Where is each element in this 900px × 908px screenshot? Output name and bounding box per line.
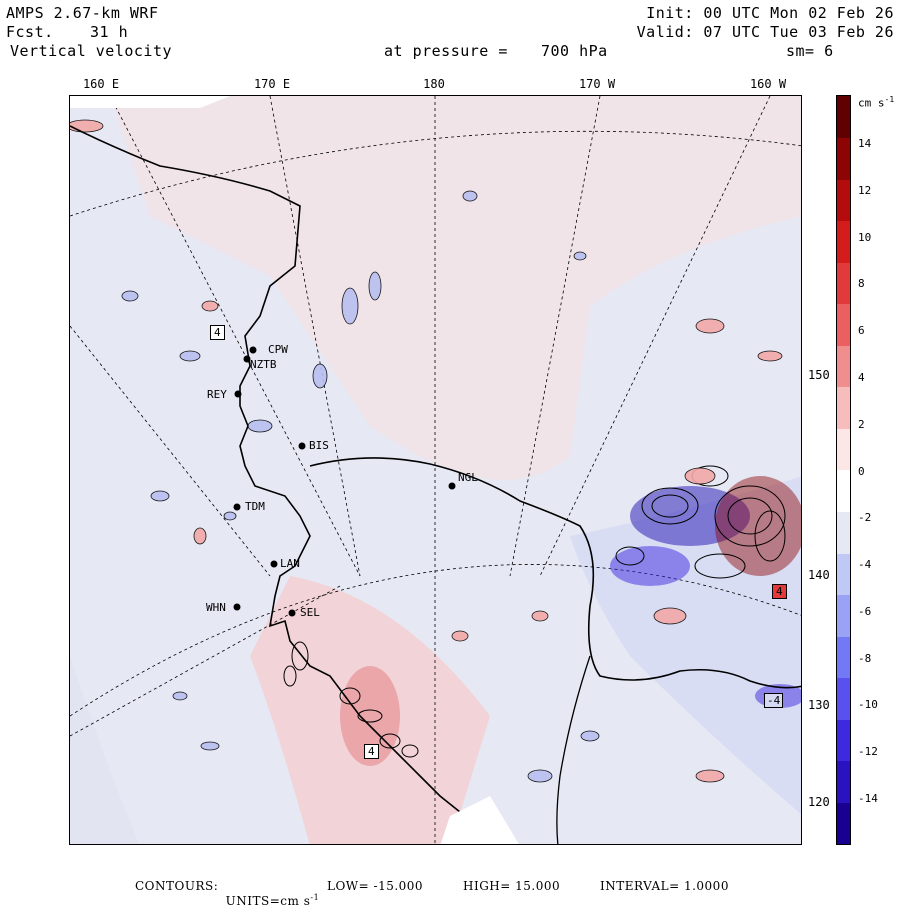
station-markers	[233, 346, 456, 617]
station-label-nztb: NZTB	[250, 358, 277, 371]
station-dot-sel	[288, 609, 296, 617]
pressure-label: at pressure =	[384, 42, 508, 60]
colorbar-segment	[837, 511, 850, 554]
colorbar-segment	[837, 553, 850, 596]
station-dot-whn	[233, 603, 241, 611]
parallel-2	[70, 564, 801, 717]
colorbar-tick-label: -10	[858, 698, 878, 712]
colorbar-tick-label: 14	[858, 137, 872, 150]
colorbar-tick-label: -6	[858, 604, 872, 618]
station-label-ngl: NGL	[458, 471, 478, 484]
colorbar	[836, 95, 851, 845]
station-dot-ngl	[448, 482, 456, 490]
positive-blobs	[70, 119, 783, 783]
forecast-hours: 31 h	[90, 23, 129, 41]
colorbar-segment	[837, 428, 850, 471]
colorbar-tick-label: 0	[858, 464, 865, 478]
station-label-tdm: TDM	[245, 500, 265, 513]
colorbar-tick-label: 6	[858, 324, 865, 338]
colorbar-segment	[837, 220, 850, 263]
forecast-label: Fcst.	[6, 23, 54, 41]
parallel-1	[70, 130, 801, 217]
footer-high: HIGH= 15.000	[463, 879, 561, 893]
footer-interval: INTERVAL= 1.0000	[600, 879, 729, 893]
coastline-west	[70, 125, 500, 844]
colorbar-tick-label: -8	[858, 651, 872, 665]
footer-contours-label: CONTOURS:	[135, 879, 219, 893]
colorbar-segment	[837, 636, 850, 679]
map-panel[interactable]: CPW NZTB REY BIS NGL TDM LAN WHN SEL 4 4…	[69, 95, 802, 845]
colorbar-tick-label: 12	[858, 183, 872, 197]
colorbar-tick-label: -4	[858, 558, 872, 572]
contour-label-box: 4	[210, 325, 225, 340]
station-label-sel: SEL	[300, 606, 320, 619]
valid-time: Valid: 07 UTC Tue 03 Feb 26	[636, 23, 894, 41]
colorbar-tick-label: 8	[858, 277, 865, 291]
colorbar-tick-label: -12	[858, 745, 878, 759]
top-ice	[70, 96, 230, 108]
station-dot-lan	[270, 560, 278, 568]
smoothing-label: sm= 6	[786, 42, 834, 60]
colorbar-segment	[837, 594, 850, 637]
field-name: Vertical velocity	[10, 42, 173, 60]
lat-label-120w: 120 W	[808, 795, 845, 809]
station-dot-nztb	[243, 355, 251, 363]
colorbar-segment	[837, 96, 850, 138]
graticule	[70, 96, 801, 844]
lon-label-170w: 170 W	[578, 77, 616, 91]
convective-cluster-east	[610, 465, 801, 708]
station-label-cpw: CPW	[268, 343, 288, 356]
colorbar-tick-label: 10	[858, 230, 872, 244]
negative-blobs	[121, 190, 600, 783]
colorbar-segment	[837, 677, 850, 720]
positive-zone-north	[110, 96, 801, 480]
lat-label-140w: 140 W	[808, 568, 845, 582]
station-label-whn: WHN	[206, 601, 226, 614]
meridian-160e	[109, 96, 361, 577]
ocean-area	[70, 656, 140, 844]
lon-label-180: 180	[423, 77, 445, 91]
colorbar-segment	[837, 802, 850, 845]
colorbar-segment	[837, 719, 850, 762]
station-label-bis: BIS	[309, 439, 329, 452]
station-dot-cpw	[249, 346, 257, 354]
contour-label-box: 4	[772, 584, 787, 599]
station-dot-tdm	[233, 503, 241, 511]
init-time: Init: 00 UTC Mon 02 Feb 26	[646, 4, 894, 22]
white-patch	[440, 796, 519, 844]
colorbar-tick-label: 4	[858, 370, 865, 384]
model-title: AMPS 2.67-km WRF	[6, 4, 159, 22]
colorbar-segment	[837, 137, 850, 180]
colorbar-segment	[837, 470, 850, 512]
lon-label-160w: 160 W	[749, 77, 787, 91]
colorbar-tick-label: -2	[858, 511, 872, 525]
colorbar-segment	[837, 179, 850, 222]
colorbar-segment	[837, 262, 850, 305]
station-dot-rey	[234, 390, 242, 398]
lat-label-150w: 150 W	[808, 368, 845, 382]
colorbar-segment	[837, 760, 850, 803]
station-label-lan: LAN	[280, 557, 300, 570]
colorbar-segment	[837, 386, 850, 429]
station-dot-bis	[298, 442, 306, 450]
lat-label-130w: 130 W	[808, 698, 845, 712]
meridian-150e	[70, 325, 271, 577]
ice-shelf-edge	[309, 457, 801, 689]
coastline-south	[556, 655, 591, 844]
colorbar-segment	[837, 345, 850, 388]
station-label-rey: REY	[207, 388, 227, 401]
colorbar-tick-label: 2	[858, 417, 865, 431]
pressure-value: 700 hPa	[541, 42, 608, 60]
colorbar-units: cm s-1	[858, 95, 895, 110]
lon-label-160e: 160 E	[82, 77, 120, 91]
colorbar-segment	[837, 303, 850, 346]
meridian-160w	[539, 96, 771, 577]
footer-low: LOW= -15.000	[327, 879, 424, 893]
footer-units: UNITS=cm s-1	[225, 893, 320, 908]
lon-label-170e: 170 E	[253, 77, 291, 91]
contour-label-box: 4	[364, 744, 379, 759]
contour-label-box: -4	[764, 693, 784, 708]
vertical-velocity-map	[70, 96, 801, 844]
colorbar-tick-label: -14	[858, 792, 878, 805]
